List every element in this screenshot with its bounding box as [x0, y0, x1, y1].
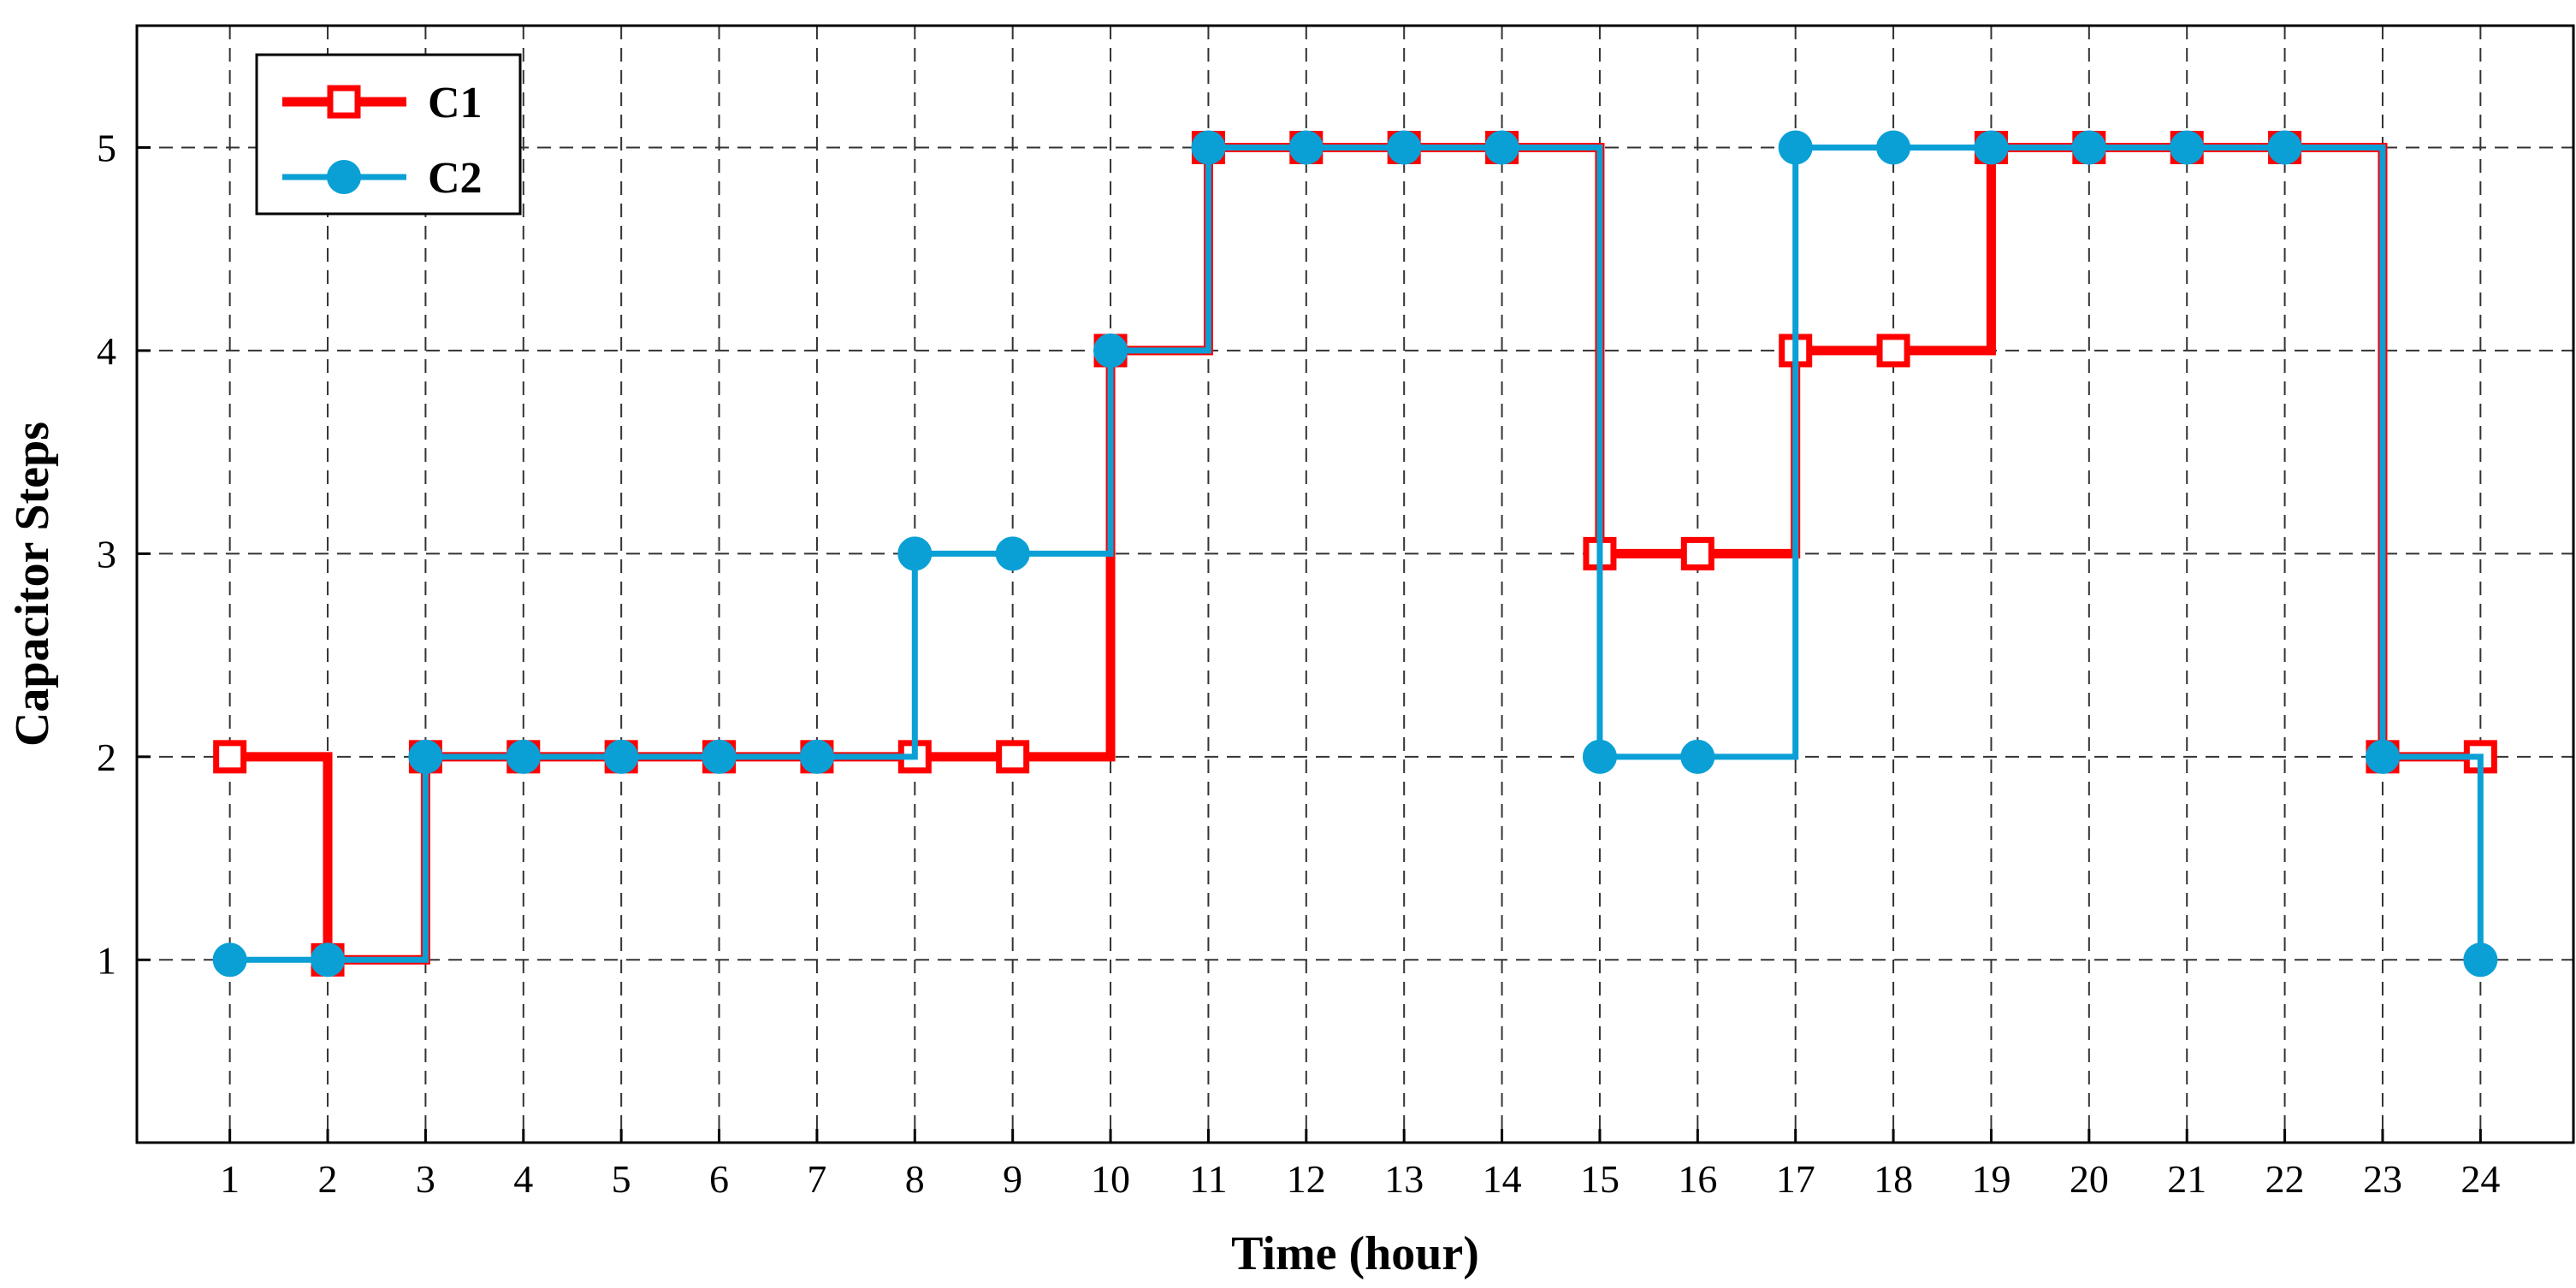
data-point: [1680, 536, 1714, 570]
y-tick-label: 2: [97, 736, 116, 779]
x-tick-label: 24: [2461, 1157, 2500, 1201]
data-point: [213, 740, 247, 774]
data-point: [995, 536, 1030, 571]
data-point: [1876, 130, 1911, 165]
data-point: [2267, 130, 2302, 165]
data-point: [996, 740, 1030, 774]
x-tick-label: 18: [1874, 1157, 1913, 1201]
data-point: [1582, 739, 1617, 774]
y-axis-label: Capacitor Steps: [6, 422, 59, 747]
data-point: [1093, 333, 1128, 368]
x-tick-label: 6: [709, 1157, 729, 1201]
legend-item-C2: C2: [282, 154, 483, 203]
data-point: [2463, 942, 2498, 978]
legend-swatch-marker: [327, 160, 361, 194]
data-point: [1778, 130, 1813, 165]
data-point: [2071, 130, 2106, 165]
data-point: [1974, 130, 2009, 165]
x-tick-label: 19: [1971, 1157, 2010, 1201]
legend: C1 C2: [255, 53, 522, 216]
y-tick-label: 5: [97, 126, 116, 169]
x-tick-label: 21: [2167, 1157, 2206, 1201]
x-axis-label: Time (hour): [1231, 1227, 1479, 1280]
legend-label: C2: [428, 154, 483, 203]
x-tick-label: 2: [318, 1157, 338, 1201]
data-point: [2170, 130, 2205, 165]
data-point: [604, 739, 639, 774]
data-point: [408, 739, 443, 774]
x-axis-ticks: 1 2 3 4 5 6 7 8 9 10 11 12 13 14 15 16 17 18 19 20 21 22 23 24: [220, 1129, 2500, 1201]
x-tick-label: 7: [807, 1157, 826, 1201]
data-point: [799, 739, 834, 774]
x-tick-label: 1: [220, 1157, 240, 1201]
x-tick-label: 10: [1091, 1157, 1130, 1201]
legend-label: C1: [428, 79, 483, 127]
data-point: [506, 739, 541, 774]
x-tick-label: 17: [1776, 1157, 1815, 1201]
x-tick-label: 8: [905, 1157, 925, 1201]
x-tick-label: 20: [2070, 1157, 2109, 1201]
x-tick-label: 22: [2265, 1157, 2305, 1201]
data-point: [897, 536, 933, 571]
data-point: [311, 942, 346, 978]
data-point: [212, 942, 247, 978]
x-tick-label: 3: [416, 1157, 435, 1201]
legend-swatch-marker: [327, 85, 361, 119]
legend-item-C1: C1: [282, 79, 483, 127]
data-point: [1680, 739, 1715, 774]
plot-frame: [135, 24, 2575, 1144]
data-point: [1876, 334, 1910, 368]
data-point: [1484, 130, 1519, 165]
y-axis-ticks: 1 2 3 4 5: [97, 126, 151, 982]
x-tick-label: 12: [1287, 1157, 1326, 1201]
data-point: [1288, 130, 1324, 165]
x-tick-label: 23: [2363, 1157, 2402, 1201]
x-tick-label: 9: [1003, 1157, 1022, 1201]
y-tick-label: 1: [97, 938, 116, 982]
data-point: [2365, 739, 2400, 774]
y-tick-label: 4: [97, 329, 116, 373]
series-C2: [212, 130, 2498, 978]
x-tick-label: 5: [612, 1157, 631, 1201]
y-tick-label: 3: [97, 532, 116, 576]
data-point: [1191, 130, 1226, 165]
x-tick-label: 14: [1483, 1157, 1522, 1201]
legend-box: [255, 53, 522, 216]
x-tick-label: 15: [1580, 1157, 1620, 1201]
data-point: [1387, 130, 1422, 165]
x-tick-label: 11: [1189, 1157, 1227, 1201]
x-tick-label: 16: [1678, 1157, 1717, 1201]
data-point: [702, 739, 737, 774]
x-tick-label: 13: [1384, 1157, 1424, 1201]
series-layer: [212, 130, 2498, 978]
x-tick-label: 4: [513, 1157, 533, 1201]
